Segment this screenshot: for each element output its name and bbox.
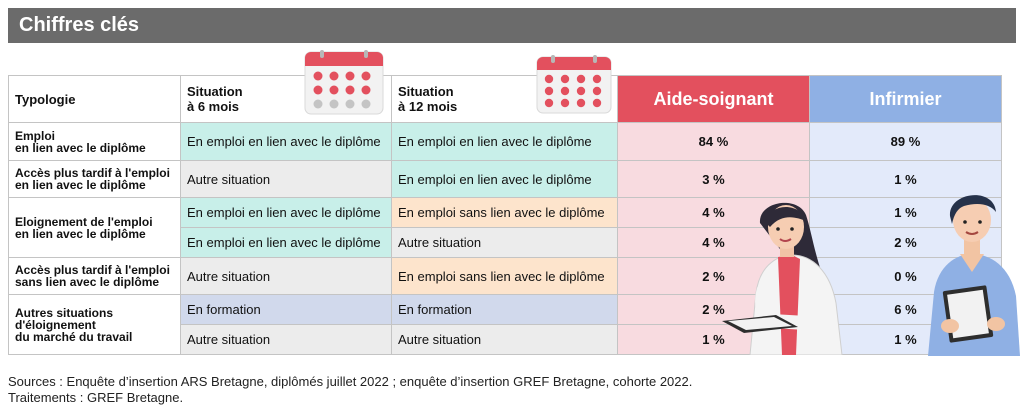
table-row: Accès plus tardif à l'emploi sans lien av…	[8, 257, 1002, 295]
situation-12-cell: En emploi en lien avec le diplôme	[391, 160, 618, 198]
situation-6-cell: Autre situation	[180, 160, 392, 198]
sources-line: Sources : Enquête d’insertion ARS Bretag…	[8, 374, 693, 389]
typology-cell: Autres situations d'éloignement du marché …	[8, 294, 181, 355]
calendar-icon	[536, 55, 612, 114]
aide-value: 3 %	[617, 160, 810, 198]
situation-12-cell: Autre situation	[391, 324, 618, 355]
situation-6-cell: Autre situation	[180, 324, 392, 355]
situation-12-cell: En formation	[391, 294, 618, 325]
sources-note: Sources : Enquête d’insertion ARS Bretag…	[8, 374, 692, 406]
situation-6-cell: Autre situation	[180, 257, 392, 295]
typology-cell: Accès plus tardif à l'emploi sans lien av…	[8, 257, 181, 295]
aide-value: 84 %	[617, 122, 810, 161]
situation-6-cell: En emploi en lien avec le diplôme	[180, 122, 392, 161]
table-row: Emploi en lien avec le diplôme En emploi …	[8, 122, 1002, 161]
situation-6-cell: En formation	[180, 294, 392, 325]
situation-12-cell: En emploi sans lien avec le diplôme	[391, 257, 618, 295]
header-typologie: Typologie	[8, 75, 181, 123]
situation-6-cell: En emploi en lien avec le diplôme	[180, 197, 392, 228]
header-aide-soignant: Aide-soignant	[617, 75, 810, 123]
typology-cell: Eloignement de l'emploi en lien avec le d…	[8, 197, 181, 258]
situation-12-cell: En emploi sans lien avec le diplôme	[391, 197, 618, 228]
infirmier-value: 1 %	[809, 160, 1002, 198]
table-row: Accès plus tardif à l'emploi en lien avec…	[8, 160, 1002, 198]
calendar-icon	[304, 50, 384, 115]
header-infirmier: Infirmier	[809, 75, 1002, 123]
table-row: En emploi en lien avec le diplôme Autre …	[9, 227, 1002, 258]
table-row: Eloignement de l'emploi en lien avec le d…	[8, 197, 1002, 258]
treatment-line: Traitements : GREF Bretagne.	[8, 390, 184, 405]
situation-12-cell: Autre situation	[391, 227, 618, 258]
situation-12-cell: En emploi en lien avec le diplôme	[391, 122, 618, 161]
nurse-woman-illustration	[722, 202, 843, 355]
typology-cell: Accès plus tardif à l'emploi en lien avec…	[8, 160, 181, 198]
infirmier-value: 89 %	[809, 122, 1002, 161]
situation-6-cell: En emploi en lien avec le diplôme	[180, 227, 392, 258]
page-title: Chiffres clés	[8, 8, 1016, 43]
typology-cell: Emploi en lien avec le diplôme	[8, 122, 181, 161]
nurse-man-illustration	[928, 195, 1020, 356]
table-row: Autres situations d'éloignement du marché …	[8, 294, 1002, 355]
key-figures-table: Typologie Situation à 6 mois Situation à…	[8, 75, 1002, 355]
